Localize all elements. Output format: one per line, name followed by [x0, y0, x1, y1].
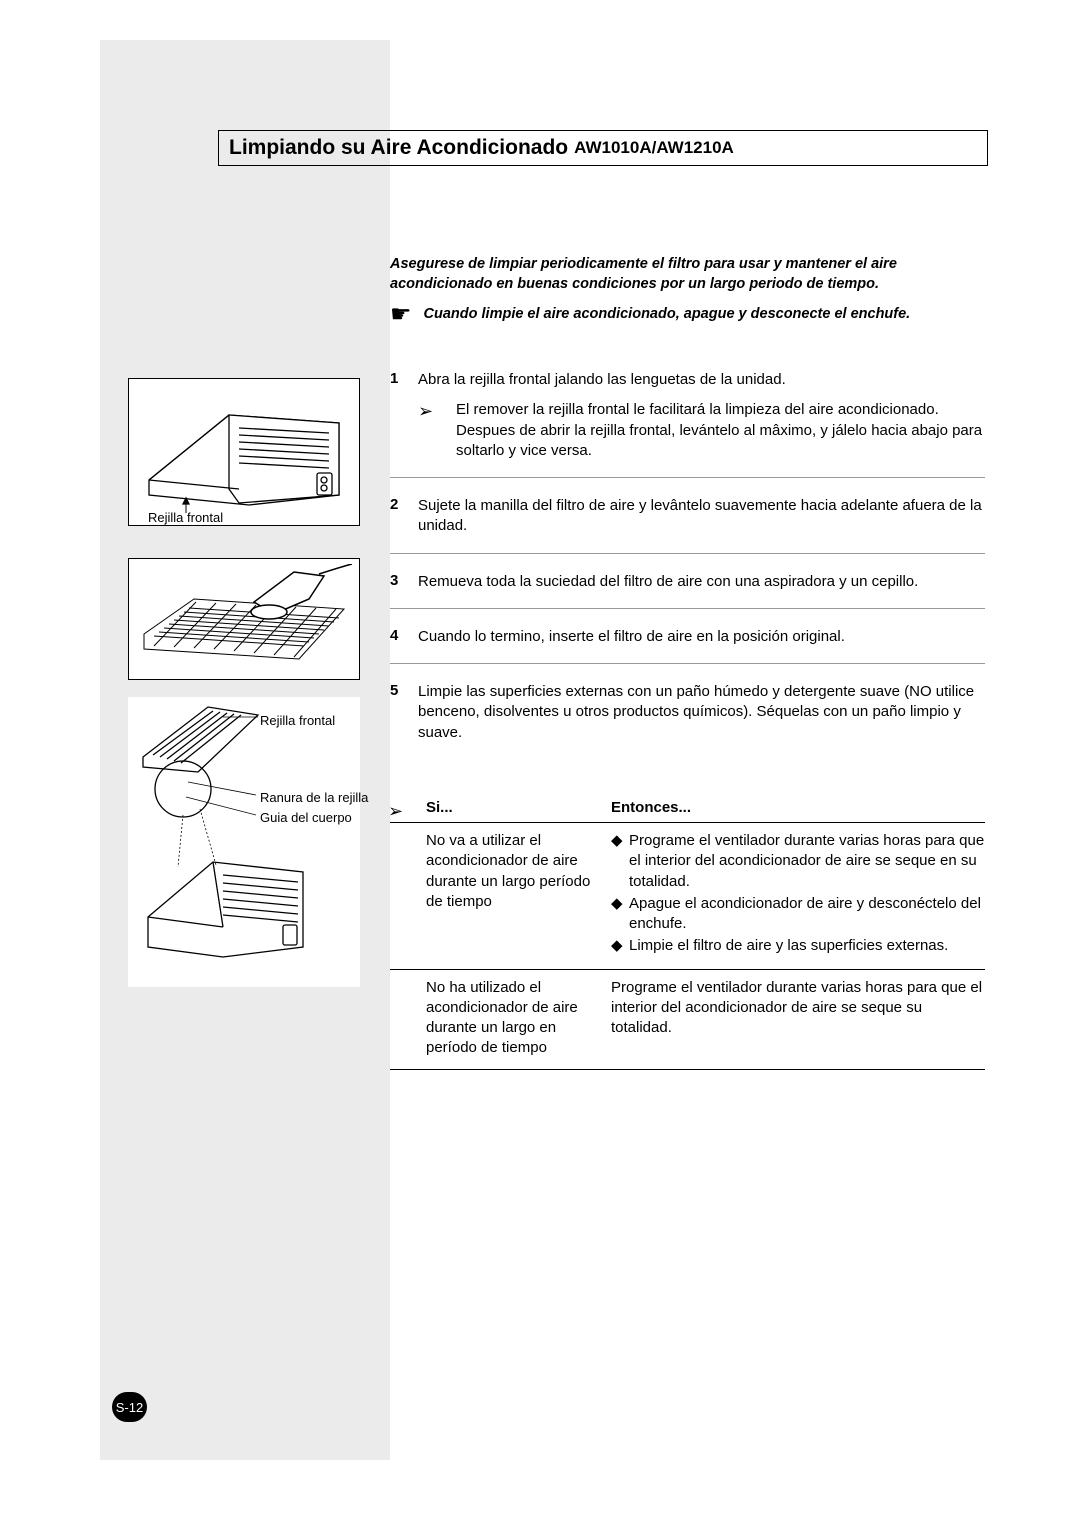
step-text: Remueva toda la suciedad del filtro de a…	[418, 572, 985, 592]
arrow-right-icon: ➢	[388, 801, 403, 822]
list-item: ◆ Programe el ventilador durante varias …	[611, 831, 985, 892]
step-sub-text: El remover la rejilla frontal le facilit…	[456, 400, 985, 461]
intro-paragraph: Asegurese de limpiar periodicamente el f…	[390, 255, 985, 294]
vacuum-filter-icon	[134, 564, 354, 674]
figure-1	[128, 378, 360, 526]
figure-3	[128, 697, 360, 987]
figure-3-label-c: Guia del cuerpo	[260, 810, 352, 826]
step-4: 4 Cuando lo termino, inserte el filtro d…	[390, 627, 985, 664]
step-3: 3 Remueva toda la suciedad del filtro de…	[390, 572, 985, 609]
list-item: ◆ Apague el acondicionador de aire y des…	[611, 894, 985, 935]
table-row: No va a utilizar el acondicionador de ai…	[390, 823, 985, 970]
step-5: 5 Limpie las superficies externas con un…	[390, 682, 985, 759]
steps-list: 1 Abra la rejilla frontal jalando las le…	[390, 370, 985, 777]
step-text: Cuando lo termino, inserte el filtro de …	[418, 627, 985, 647]
cell-si: No va a utilizar el acondicionador de ai…	[426, 831, 611, 959]
page-frame: Limpiando su Aire Acondicionado AW1010A/…	[0, 0, 1080, 1528]
bullet-icon: ◆	[611, 936, 623, 956]
step-number: 5	[390, 682, 404, 743]
figure-3-label-a: Rejilla frontal	[260, 713, 335, 729]
intro-text: Asegurese de limpiar periodicamente el f…	[390, 255, 985, 294]
bullet-text: Programe el ventilador durante varias ho…	[629, 831, 985, 892]
cell-entonces: Programe el ventilador durante varias ho…	[611, 978, 985, 1059]
step-substep: ➢ El remover la rejilla frontal le facil…	[418, 400, 985, 461]
arrow-right-icon: ➢	[418, 399, 442, 423]
step-text: Abra la rejilla frontal jalando las leng…	[418, 370, 985, 390]
step-number: 2	[390, 496, 404, 537]
cell-entonces: ◆ Programe el ventilador durante varias …	[611, 831, 985, 959]
step-number: 4	[390, 627, 404, 647]
bullet-icon: ◆	[611, 831, 623, 892]
list-item: ◆ Limpie el filtro de aire y las superfi…	[611, 936, 985, 956]
header-si: Si...	[426, 799, 611, 816]
grille-install-icon	[128, 697, 360, 987]
figure-1-label: Rejilla frontal	[148, 510, 223, 526]
title-main: Limpiando su Aire Acondicionado	[229, 136, 568, 160]
title-model: AW1010A/AW1210A	[574, 138, 734, 158]
step-2: 2 Sujete la manilla del filtro de aire y…	[390, 496, 985, 554]
page-number-badge: S-12	[112, 1392, 147, 1422]
figure-3-label-b: Ranura de la rejilla	[260, 790, 368, 806]
note-text: Cuando limpie el aire acondicionado, apa…	[424, 305, 911, 325]
condition-table: ➢ Si... Entonces... No va a utilizar el …	[390, 795, 985, 1070]
cell-si: No ha utilizado el acondicionador de air…	[426, 978, 611, 1059]
table-row: No ha utilizado el acondicionador de air…	[390, 970, 985, 1070]
ac-unit-front-icon	[134, 385, 354, 520]
bullet-text: Limpie el filtro de aire y las superfici…	[629, 936, 948, 956]
bullet-icon: ◆	[611, 894, 623, 935]
pointing-hand-icon: ☛	[390, 303, 412, 327]
step-body: Abra la rejilla frontal jalando las leng…	[418, 370, 985, 461]
table-header: Si... Entonces...	[390, 795, 985, 823]
header-entonces: Entonces...	[611, 799, 691, 816]
step-text: Limpie las superficies externas con un p…	[418, 682, 985, 743]
bullet-text: Apague el acondicionador de aire y desco…	[629, 894, 985, 935]
note-block: ☛ Cuando limpie el aire acondicionado, a…	[390, 305, 985, 327]
step-1: 1 Abra la rejilla frontal jalando las le…	[390, 370, 985, 478]
title-bar: Limpiando su Aire Acondicionado AW1010A/…	[218, 130, 988, 166]
figure-2	[128, 558, 360, 680]
page-number: S-12	[116, 1400, 143, 1415]
step-text: Sujete la manilla del filtro de aire y l…	[418, 496, 985, 537]
step-number: 1	[390, 370, 404, 461]
step-number: 3	[390, 572, 404, 592]
